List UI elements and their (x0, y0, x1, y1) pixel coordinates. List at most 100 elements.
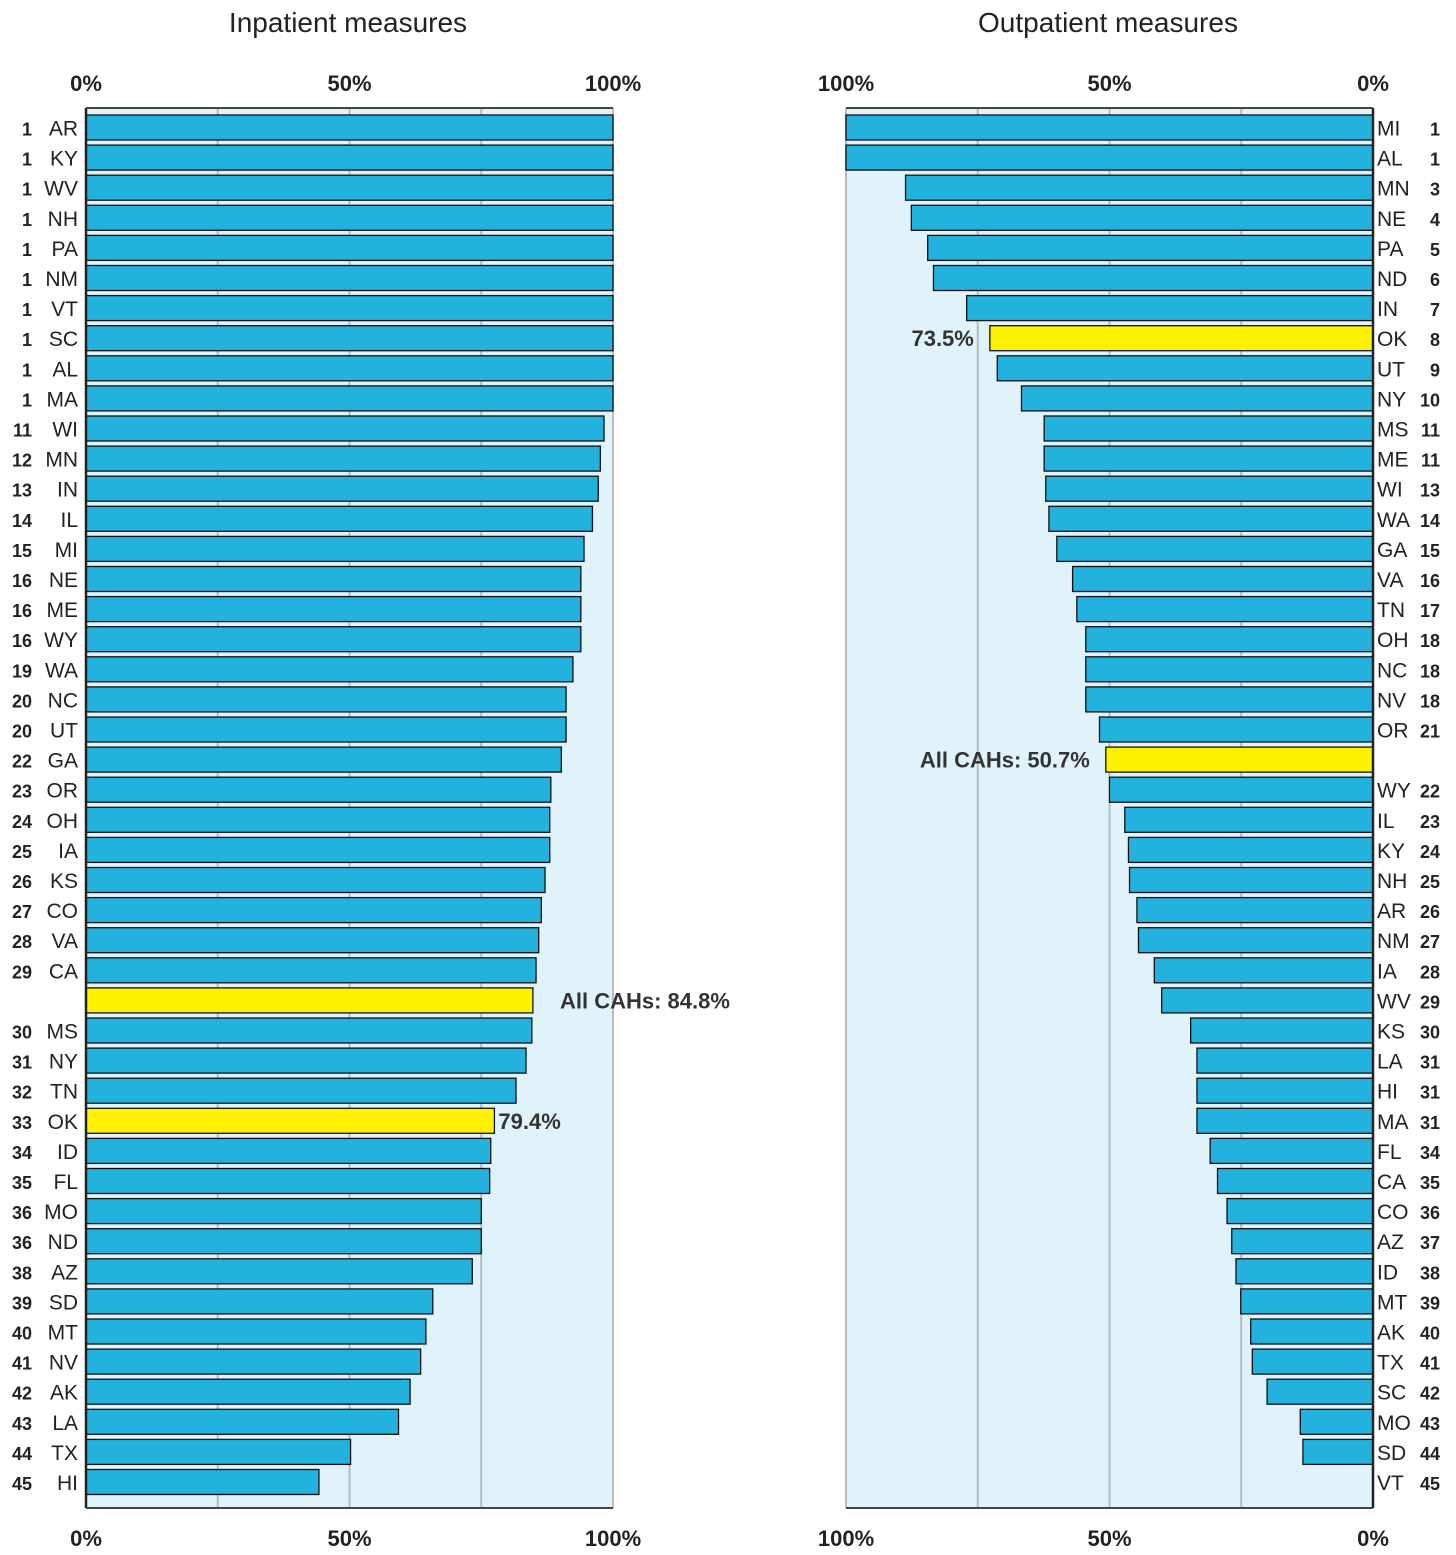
rank-label: 18 (1420, 691, 1440, 711)
bar-mo (1299, 1408, 1374, 1435)
bar-ne (85, 565, 582, 593)
state-label: NE (1377, 208, 1406, 231)
rank-label: 26 (12, 872, 32, 892)
state-label: WY (1377, 780, 1411, 803)
rank-label: 38 (1420, 1263, 1440, 1283)
rank-label: 11 (13, 421, 32, 441)
bar-nm (85, 264, 614, 292)
state-label: UT (1377, 358, 1405, 381)
state-label: OH (47, 810, 79, 833)
state-label: VA (1377, 569, 1403, 592)
state-label: NC (48, 689, 78, 712)
state-label: PA (1377, 238, 1403, 261)
rank-label: 13 (1420, 481, 1440, 501)
rank-label: 44 (1420, 1444, 1440, 1464)
rank-label: 43 (1420, 1414, 1440, 1434)
state-label: CA (1377, 1171, 1406, 1194)
bar-ms (85, 1017, 533, 1044)
rank-label: 45 (1420, 1474, 1440, 1494)
bar-fl (85, 1167, 491, 1195)
state-label: ND (1377, 268, 1407, 291)
rank-label: 7 (1430, 300, 1440, 320)
bar-va (1071, 565, 1374, 593)
rank-label: 1 (22, 390, 32, 410)
rank-label: 26 (1420, 902, 1440, 922)
state-label: NM (1377, 930, 1410, 953)
rank-label: 39 (12, 1293, 32, 1313)
state-label: MI (1377, 118, 1400, 141)
bar-ut (996, 355, 1374, 382)
annotation-label: 73.5% (911, 326, 973, 351)
rank-label: 19 (12, 661, 32, 681)
bar-hi (85, 1468, 320, 1496)
state-label: VA (52, 930, 78, 953)
chart-title: Outpatient measures (978, 7, 1238, 38)
bar-ma (85, 385, 614, 412)
bar-nh (1128, 866, 1374, 894)
rank-label: 25 (12, 842, 32, 862)
rank-label: 16 (12, 601, 32, 621)
state-label: AK (50, 1382, 78, 1405)
tick-label-bottom: 0% (70, 1526, 102, 1551)
bar-ma (1196, 1107, 1374, 1134)
rank-label: 30 (12, 1023, 32, 1043)
bar-nv (85, 1348, 422, 1375)
state-label: MO (1377, 1412, 1411, 1435)
rank-label: 16 (12, 631, 32, 651)
state-label: VT (1377, 1472, 1404, 1495)
state-label: WY (44, 629, 78, 652)
bar-me (85, 595, 582, 623)
state-label: OR (1377, 720, 1409, 743)
state-label: TX (1377, 1352, 1404, 1375)
bar-ar (1136, 896, 1374, 924)
tick-label-bottom: 50% (327, 1526, 371, 1551)
rank-label: 6 (1430, 270, 1440, 290)
bar-nc (1085, 656, 1374, 683)
bar-hi (1196, 1077, 1374, 1104)
bar-nv (1085, 686, 1374, 713)
bar-ca (85, 957, 537, 984)
tick-label-bottom: 100% (818, 1526, 874, 1551)
rank-label: 27 (12, 902, 32, 922)
state-label: SC (49, 328, 78, 351)
state-label: IA (58, 840, 78, 863)
rank-label: 1 (1430, 150, 1440, 170)
state-label: OK (48, 1111, 78, 1134)
state-label: MN (1377, 178, 1410, 201)
rank-label: 42 (1420, 1384, 1440, 1404)
state-label: UT (50, 720, 78, 743)
state-label: MO (44, 1201, 78, 1224)
rank-label: 23 (12, 782, 32, 802)
state-label: MI (55, 539, 78, 562)
bar-nh (85, 204, 614, 231)
rank-label: 28 (12, 932, 32, 952)
rank-label: 23 (1420, 812, 1440, 832)
rank-label: 14 (12, 511, 32, 531)
state-label: MS (1377, 419, 1409, 442)
rank-label: 35 (12, 1173, 32, 1193)
state-label: AL (1377, 148, 1403, 171)
bar-all-cahs (85, 987, 534, 1014)
rank-label: 31 (12, 1053, 32, 1073)
state-label: TX (51, 1442, 78, 1465)
bar-tn (85, 1077, 517, 1104)
bar-ks (1190, 1017, 1374, 1044)
rank-label: 24 (12, 812, 32, 832)
bar-al (845, 144, 1374, 171)
rank-label: 17 (1420, 601, 1440, 621)
state-label: HI (1377, 1081, 1398, 1104)
state-label: IA (1377, 960, 1397, 983)
rank-label: 9 (1430, 360, 1440, 380)
rank-label: 10 (1420, 390, 1440, 410)
rank-label: 15 (12, 541, 32, 561)
rank-label: 11 (1421, 451, 1440, 471)
state-label: MT (48, 1322, 78, 1345)
bar-ok (989, 325, 1374, 352)
state-label: NM (45, 268, 78, 291)
state-label: CA (49, 960, 78, 983)
state-label: WV (44, 178, 78, 201)
bar-sc (85, 325, 614, 352)
rank-label: 1 (22, 360, 32, 380)
bar-nd (932, 264, 1374, 292)
